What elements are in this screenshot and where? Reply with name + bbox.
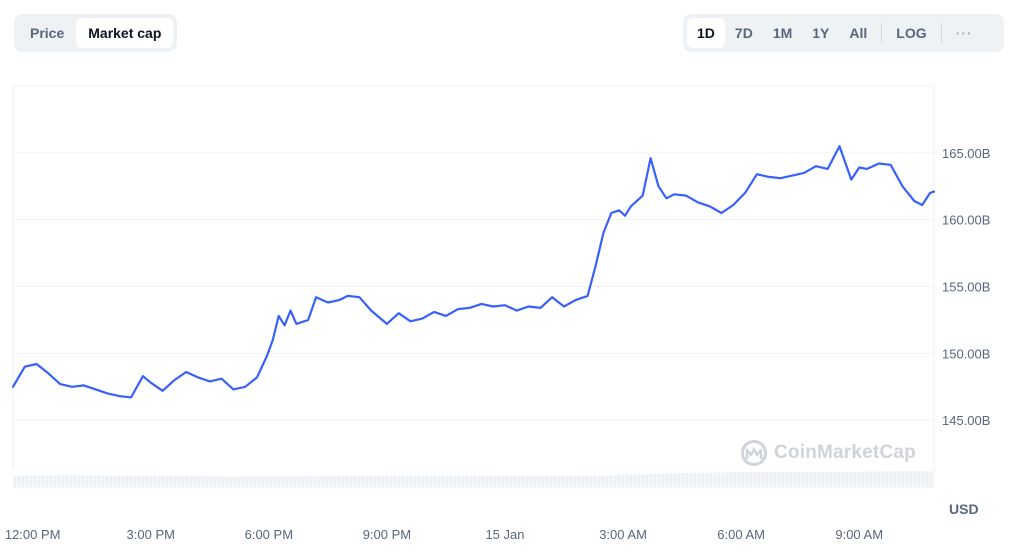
x-tick-label: 9:00 AM [835, 527, 883, 542]
x-tick-label: 6:00 AM [717, 527, 765, 542]
range-1m[interactable]: 1M [772, 25, 793, 41]
y-tick-label: 160.00B [942, 213, 990, 228]
x-tick-label: 9:00 PM [363, 527, 411, 542]
y-tick-label: 145.00B [942, 413, 990, 428]
volume-bars [12, 470, 934, 487]
range-divider [881, 23, 883, 43]
y-tick-label: 165.00B [942, 146, 990, 161]
market-cap-line [11, 145, 936, 399]
x-tick-label: 3:00 AM [599, 527, 647, 542]
currency-label: USD [949, 501, 979, 517]
range-switch: 1D 7D 1M 1Y All LOG ··· [683, 14, 1004, 52]
y-axis: 145.00B 150.00B 155.00B 160.00B 165.00B [942, 146, 990, 428]
range-1y[interactable]: 1Y [812, 25, 830, 41]
y-tick-label: 155.00B [942, 280, 990, 295]
x-tick-label: 15 Jan [485, 527, 524, 542]
range-7d[interactable]: 7D [734, 25, 753, 41]
metric-switch: Price Market cap [14, 14, 178, 52]
range-all[interactable]: All [849, 25, 868, 41]
volume-area [13, 471, 934, 487]
x-tick-label: 12:00 PM [5, 527, 61, 542]
grid-lines [12, 85, 935, 488]
x-axis: 12:00 PM 3:00 PM 6:00 PM 9:00 PM 15 Jan 3:00 … [5, 527, 883, 542]
price-line-layer [11, 145, 936, 399]
range-1d[interactable]: 1D [687, 18, 725, 48]
y-tick-label: 150.00B [942, 346, 990, 361]
tab-price[interactable]: Price [30, 25, 65, 41]
tab-market-cap[interactable]: Market cap [76, 18, 174, 48]
log-toggle[interactable]: LOG [896, 25, 927, 41]
watermark-text: CoinMarketCap [774, 442, 916, 463]
watermark: CoinMarketCap [740, 439, 916, 467]
coinmarketcap-logo-icon [741, 440, 767, 466]
more-options-button[interactable]: ··· [955, 25, 973, 41]
x-tick-label: 6:00 PM [245, 527, 293, 542]
x-tick-label: 3:00 PM [127, 527, 175, 542]
more-divider [940, 23, 942, 43]
